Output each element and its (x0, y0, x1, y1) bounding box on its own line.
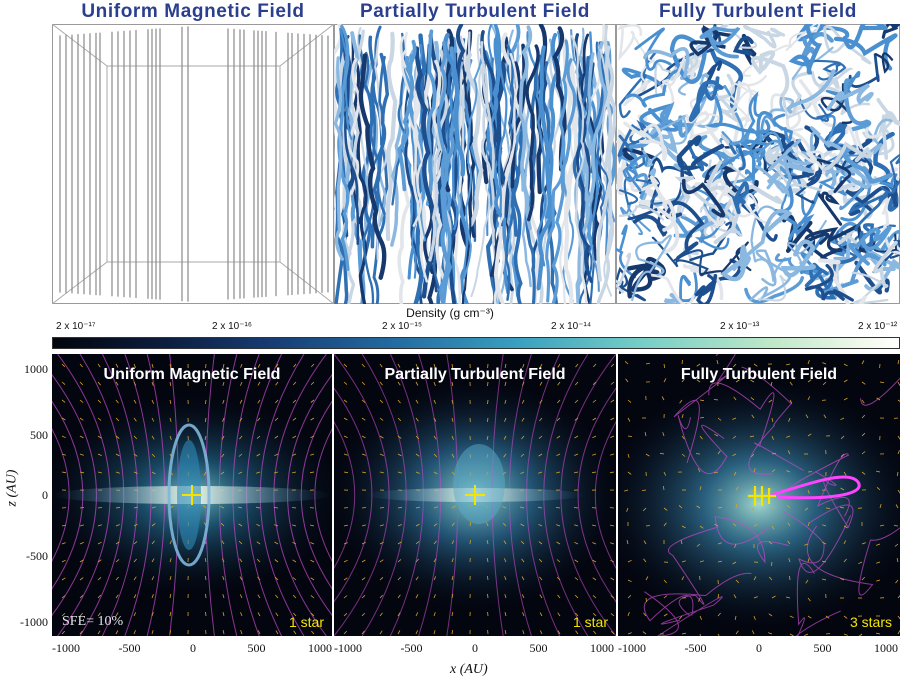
x-tick: 1000 (590, 641, 614, 655)
x-tick: -500 (118, 641, 141, 655)
colorbar-title: Density (g cm⁻³) (406, 306, 494, 320)
partial-density-image (334, 354, 616, 636)
star-count-partial: 1 star (572, 614, 608, 630)
partial-field-lines-image (329, 22, 618, 340)
turbulent-density-image (618, 354, 900, 636)
x-tick: 1000 (308, 641, 332, 655)
top-title-turbulent: Fully Turbulent Field (658, 1, 858, 22)
x-tick: -500 (684, 641, 707, 655)
x-tick: 0 (190, 641, 196, 655)
y-axis-label: z (AU) (4, 469, 20, 507)
x-tick: 500 (529, 641, 548, 655)
colorbar-tick: 2 x 10⁻¹⁵ (382, 321, 422, 332)
top-title-uniform: Uniform Magnetic Field (81, 1, 305, 22)
density-colorbar (52, 337, 900, 349)
partial-density-panel: Partially Turbulent Field 1 star (334, 354, 616, 636)
x-tick: -1000 (618, 641, 646, 655)
y-tick: 0 (42, 488, 48, 502)
x-tick: -1000 (334, 641, 362, 655)
uniform-field-lines-image (51, 23, 335, 305)
panel-title-uniform: Uniform Magnetic Field (103, 366, 281, 383)
x-tick: 0 (472, 641, 478, 655)
y-tick: -1000 (20, 615, 48, 629)
sfe-label: SFE= 10% (62, 614, 124, 629)
y-tick: 1000 (24, 362, 48, 376)
x-tick: -500 (400, 641, 423, 655)
star-count-uniform: 1 star (288, 614, 324, 630)
y-tick: -500 (26, 549, 48, 563)
colorbar-tick: 2 x 10⁻¹⁶ (212, 321, 252, 332)
uniform-density-panel: Uniform Magnetic Field SFE= 10% 1 star (52, 354, 332, 636)
top-title-partial: Partially Turbulent Field (359, 1, 590, 22)
y-tick: 500 (30, 428, 48, 442)
x-tick: 1000 (874, 641, 898, 655)
uniform-field-3d-panel (51, 23, 335, 305)
panel-title-partial: Partially Turbulent Field (384, 366, 566, 383)
x-tick: 500 (247, 641, 266, 655)
colorbar-tick: 2 x 10⁻¹² (858, 321, 898, 332)
full-field-lines-image (607, 15, 900, 312)
x-tick: 500 (813, 641, 832, 655)
star-count-turbulent: 3 stars (849, 614, 892, 630)
full-turbulent-3d-panel (607, 15, 900, 312)
x-tick: -1000 (52, 641, 80, 655)
colorbar-tick: 2 x 10⁻¹⁷ (56, 321, 96, 332)
x-axis-label: x (AU) (450, 662, 488, 677)
colorbar-tick: 2 x 10⁻¹³ (720, 321, 760, 332)
panel-title-turbulent: Fully Turbulent Field (680, 366, 838, 383)
colorbar-tick: 2 x 10⁻¹⁴ (551, 321, 592, 332)
partial-turbulent-3d-panel (329, 22, 618, 340)
x-tick: 0 (756, 641, 762, 655)
uniform-density-image (52, 354, 332, 636)
turbulent-density-panel: Fully Turbulent Field 3 stars (618, 354, 900, 636)
